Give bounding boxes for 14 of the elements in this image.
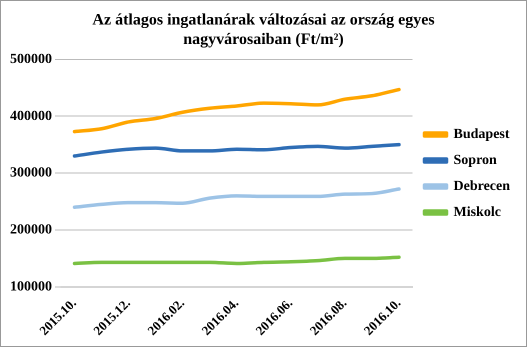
legend-label: Sopron: [454, 153, 498, 168]
y-tick-label: 400000: [10, 108, 52, 124]
line-series: [72, 142, 401, 158]
line-series: [72, 187, 401, 209]
y-tick-label: 100000: [10, 279, 52, 294]
y-tick-label: 500000: [10, 52, 52, 68]
line-series: [72, 255, 401, 266]
legend-label: Budapest: [454, 127, 510, 142]
y-tick-label: 300000: [10, 166, 52, 181]
line-series: [72, 88, 401, 134]
chart-title: Az átlagos ingatlanárak változásai az ország egyes nagyvárosaiban (Ft/m²): [92, 12, 435, 48]
y-tick-label: 200000: [10, 222, 52, 238]
legend-label: Miskolc: [454, 205, 501, 220]
legend-label: Debrecen: [454, 179, 510, 194]
